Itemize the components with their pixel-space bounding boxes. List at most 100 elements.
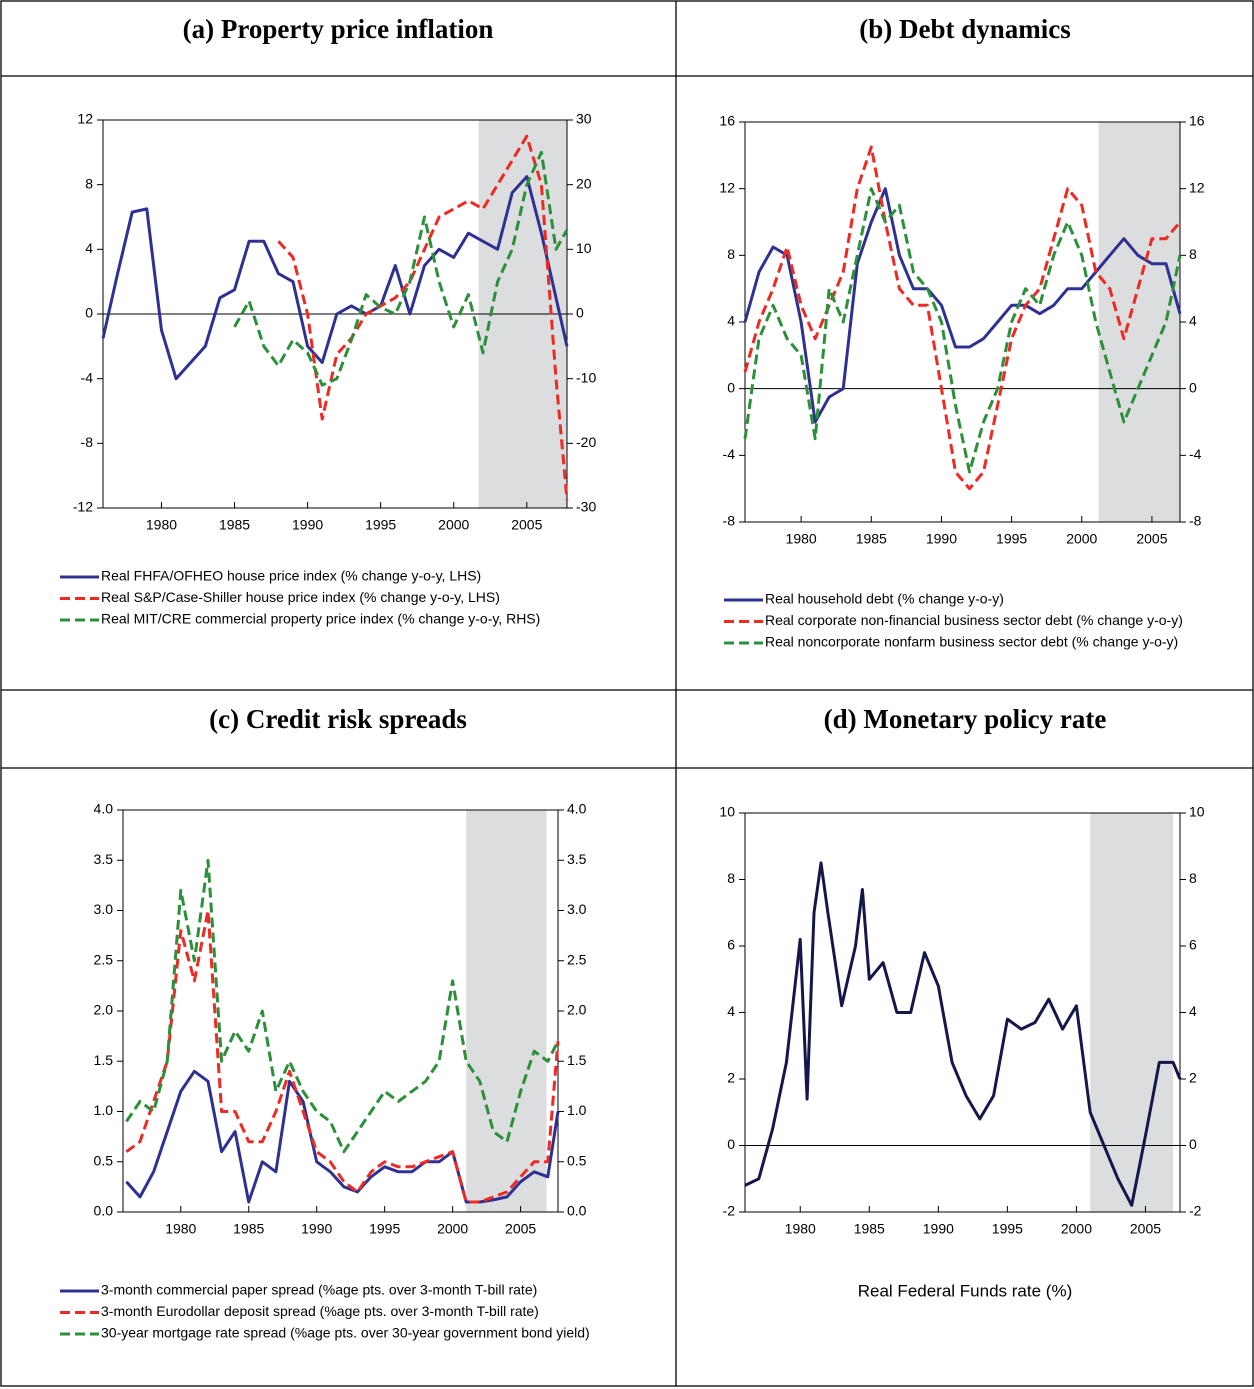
y-tick-label: 4 [727, 1003, 735, 1019]
x-tick-label: 1985 [219, 517, 250, 533]
x-tick-label: 1980 [165, 1221, 196, 1237]
y-tick-label: 6 [727, 937, 735, 953]
x-tick-label: 2000 [438, 517, 469, 533]
data-line [744, 861, 1182, 1207]
y2-tick-label: -10 [576, 369, 596, 385]
y-tick-label: -4 [81, 369, 94, 385]
shaded-period [466, 810, 547, 1212]
y2-tick-label: 2 [1189, 1070, 1197, 1086]
y2-tick-label: 1.5 [567, 1052, 587, 1068]
y2-tick-label: -8 [1189, 513, 1202, 529]
legend-label: Real household debt (% change y-o-y) [765, 591, 1004, 607]
y2-tick-label: 2.5 [567, 951, 587, 967]
y2-tick-label: 0 [1189, 1136, 1197, 1152]
x-tick-label: 1995 [369, 1221, 400, 1237]
x-tick-label: 2005 [1136, 531, 1167, 547]
y2-tick-label: 0 [1189, 379, 1197, 395]
y-tick-label: 3.0 [94, 901, 114, 917]
panel-title: (c) Credit risk spreads [209, 704, 467, 734]
y-tick-label: 16 [719, 113, 735, 129]
y-tick-label: -8 [81, 434, 94, 450]
shaded-period [1090, 813, 1174, 1212]
y2-tick-label: 0.5 [567, 1152, 587, 1168]
data-line [101, 175, 569, 381]
caption: Real Federal Funds rate (%) [858, 1281, 1072, 1300]
x-tick-label: 1985 [233, 1221, 264, 1237]
x-tick-label: 1995 [996, 531, 1027, 547]
x-tick-label: 2000 [1066, 531, 1097, 547]
y2-tick-label: 10 [1189, 804, 1205, 820]
x-tick-label: 1980 [785, 1221, 816, 1237]
y-tick-label: 4 [85, 240, 93, 256]
y2-tick-label: 3.5 [567, 851, 587, 867]
x-tick-label: 1990 [292, 517, 323, 533]
x-tick-label: 1985 [854, 1221, 885, 1237]
y-tick-label: 12 [77, 111, 93, 127]
legend-label: Real FHFA/OFHEO house price index (% cha… [101, 568, 481, 584]
y2-tick-label: 8 [1189, 246, 1197, 262]
y-tick-label: 2.0 [94, 1002, 114, 1018]
legend-label: Real MIT/CRE commercial property price i… [101, 611, 540, 627]
legend-label: Real noncorporate nonfarm business secto… [765, 634, 1178, 650]
x-tick-label: 1995 [365, 517, 396, 533]
data-line [125, 1069, 560, 1204]
legend-label: 3-month Eurodollar deposit spread (%age … [101, 1303, 539, 1319]
data-line [743, 187, 1182, 474]
legend-label: 30-year mortgage rate spread (%age pts. … [101, 1325, 590, 1341]
x-tick-label: 2005 [1130, 1221, 1161, 1237]
y-tick-label: 12 [719, 179, 735, 195]
x-tick-label: 1985 [856, 531, 887, 547]
y-tick-label: 3.5 [94, 851, 114, 867]
x-tick-label: 1990 [923, 1221, 954, 1237]
y-tick-label: 4.0 [94, 801, 114, 817]
data-line [277, 134, 569, 501]
y-tick-label: 8 [727, 246, 735, 262]
y2-tick-label: 30 [576, 111, 592, 127]
y-tick-label: 0.0 [94, 1203, 114, 1219]
legend-label: Real S&P/Case-Shiller house price index … [101, 589, 500, 605]
y-tick-label: 1.0 [94, 1102, 114, 1118]
y2-tick-label: 20 [576, 175, 592, 191]
data-line [125, 858, 560, 1154]
y-tick-label: 2 [727, 1070, 735, 1086]
y2-tick-label: -30 [576, 499, 596, 515]
x-tick-label: 2000 [437, 1221, 468, 1237]
y-tick-label: 0.5 [94, 1152, 114, 1168]
y2-tick-label: 4 [1189, 1003, 1197, 1019]
y-tick-label: -2 [723, 1203, 736, 1219]
y-tick-label: 8 [727, 870, 735, 886]
y2-tick-label: -20 [576, 434, 596, 450]
y-tick-label: 4 [727, 313, 735, 329]
y-tick-label: -12 [73, 499, 93, 515]
x-tick-label: 2005 [511, 517, 542, 533]
x-tick-label: 1980 [786, 531, 817, 547]
y2-tick-label: 0 [576, 305, 584, 321]
y2-tick-label: 12 [1189, 179, 1205, 195]
y-tick-label: -8 [723, 513, 736, 529]
y2-tick-label: 6 [1189, 937, 1197, 953]
y2-tick-label: 2.0 [567, 1002, 587, 1018]
y2-tick-label: 3.0 [567, 901, 587, 917]
data-line [743, 145, 1182, 491]
shaded-period [1098, 122, 1180, 522]
y2-tick-label: 4.0 [567, 801, 587, 817]
y2-tick-label: 1.0 [567, 1102, 587, 1118]
y2-tick-label: 8 [1189, 870, 1197, 886]
legend-label: Real corporate non-financial business se… [765, 612, 1183, 628]
y2-tick-label: 0.0 [567, 1203, 587, 1219]
y-tick-label: 0 [85, 305, 93, 321]
y2-tick-label: -2 [1189, 1203, 1202, 1219]
panel-title: (b) Debt dynamics [859, 14, 1071, 44]
y-tick-label: -4 [723, 446, 736, 462]
y2-tick-label: 16 [1189, 113, 1205, 129]
panel-title: (d) Monetary policy rate [824, 704, 1107, 734]
panel-title: (a) Property price inflation [183, 14, 494, 44]
y2-tick-label: 10 [576, 240, 592, 256]
x-tick-label: 1995 [992, 1221, 1023, 1237]
y-tick-label: 2.5 [94, 951, 114, 967]
y-tick-label: 0 [727, 379, 735, 395]
data-line [233, 150, 569, 387]
